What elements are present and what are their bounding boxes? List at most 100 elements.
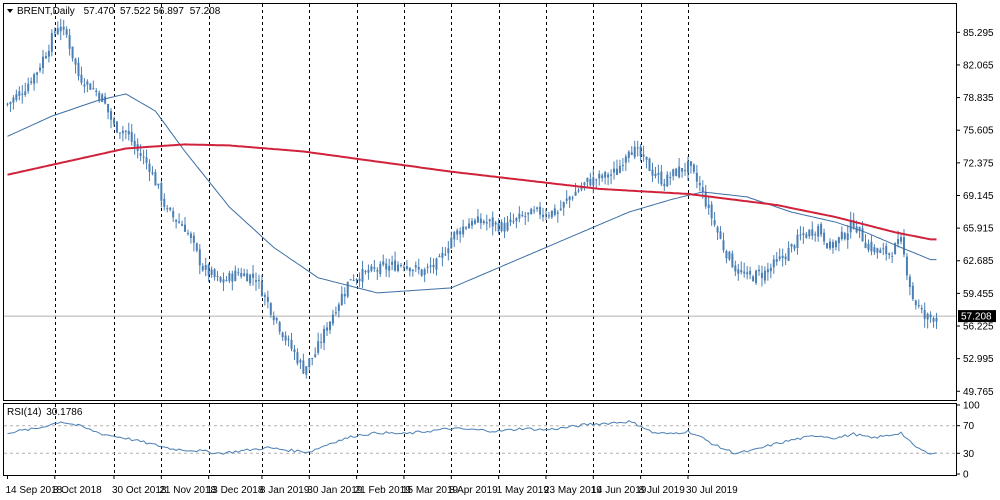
dropdown-triangle-icon[interactable] xyxy=(7,9,13,13)
candle-body xyxy=(725,251,728,259)
candle-body xyxy=(491,217,494,227)
rsi-tick-label: 70 xyxy=(963,421,975,432)
price-axis: 85.295 82.065 78.835 75.605 72.375 69.145 65.9… xyxy=(956,28,996,398)
candle-body xyxy=(142,156,145,158)
candle-body xyxy=(192,235,195,243)
candle-body xyxy=(450,237,453,249)
candle-body xyxy=(361,268,364,282)
candle-body xyxy=(657,172,660,175)
candle-body xyxy=(669,177,672,179)
price-tick-label: 85.295 xyxy=(963,28,994,39)
candle-body xyxy=(686,161,689,173)
candle-body xyxy=(237,272,240,274)
date-tick-label: 14 Jun 2019 xyxy=(591,485,646,496)
candle-body xyxy=(879,249,882,253)
candle-body xyxy=(840,231,843,240)
candle-body xyxy=(459,231,462,235)
candle-body xyxy=(672,169,675,177)
candle-body xyxy=(432,264,435,268)
candle-body xyxy=(734,265,737,272)
candle-body xyxy=(53,31,56,33)
price-tick-label: 49.765 xyxy=(963,387,994,398)
candle-body xyxy=(36,72,39,75)
candle-body xyxy=(402,266,405,268)
candle-body xyxy=(642,154,645,157)
candle-body xyxy=(92,88,95,90)
candle-body xyxy=(213,269,216,278)
candle-body xyxy=(257,279,260,281)
candle-body xyxy=(536,207,539,209)
candle-body xyxy=(710,204,713,219)
candle-body xyxy=(399,265,402,267)
date-tick-label: 8 Jan 2019 xyxy=(260,485,310,496)
candle-body xyxy=(746,272,749,275)
fast-moving-average-line xyxy=(7,93,937,294)
candle-body xyxy=(929,314,932,318)
candle-body xyxy=(740,270,743,273)
candle-body xyxy=(914,300,917,306)
low-value: 56.897 xyxy=(153,6,184,17)
candle-body xyxy=(115,121,118,133)
candle-body xyxy=(284,335,287,341)
candle-body xyxy=(636,147,639,149)
candle-body xyxy=(337,304,340,311)
candle-body xyxy=(769,267,772,272)
candle-body xyxy=(524,216,527,218)
candle-body xyxy=(163,198,166,207)
candle-body xyxy=(104,96,107,104)
candle-body xyxy=(873,247,876,253)
open-value: 57.470 xyxy=(84,6,115,17)
candle-body xyxy=(397,264,400,271)
candle-body xyxy=(201,266,204,271)
candle-body xyxy=(796,234,799,248)
candle-body xyxy=(648,158,651,171)
candle-body xyxy=(760,272,763,279)
candle-body xyxy=(722,240,725,251)
candle-body xyxy=(314,354,317,358)
candle-body xyxy=(112,119,115,124)
candle-body xyxy=(308,358,311,368)
rsi-line xyxy=(7,420,937,455)
close-value: 57.208 xyxy=(190,6,221,17)
candle-body xyxy=(615,168,618,175)
candle-body xyxy=(225,280,228,282)
candle-body xyxy=(334,312,337,314)
candle-body xyxy=(408,267,411,272)
date-tick-label: 23 May 2019 xyxy=(544,485,602,496)
candle-body xyxy=(405,266,408,269)
candle-body xyxy=(343,293,346,297)
candle-body xyxy=(592,177,595,186)
candle-body xyxy=(580,187,583,190)
candle-body xyxy=(675,168,678,176)
candle-body xyxy=(269,303,272,315)
candle-body xyxy=(719,231,722,239)
candle-body xyxy=(240,273,243,277)
candle-body xyxy=(811,229,814,236)
candle-body xyxy=(503,223,506,232)
candle-body xyxy=(870,241,873,252)
candle-body xyxy=(266,296,269,302)
candle-body xyxy=(479,218,482,224)
candle-body xyxy=(820,224,823,235)
candle-body xyxy=(438,256,441,258)
candle-body xyxy=(521,214,524,216)
svg-text:RSI(14) 30.1786: RSI(14) 30.1786 xyxy=(7,407,83,418)
candle-body xyxy=(876,248,879,253)
candle-body xyxy=(186,232,189,234)
candle-body xyxy=(607,174,610,178)
candle-body xyxy=(68,35,71,49)
candle-body xyxy=(83,84,86,87)
price-tick-label: 69.145 xyxy=(963,191,994,202)
candle-body xyxy=(358,278,361,281)
candle-body xyxy=(311,358,314,360)
candle-body xyxy=(781,255,784,259)
candle-body xyxy=(328,321,331,330)
slow-moving-average-line xyxy=(7,143,937,241)
candle-body xyxy=(908,276,911,287)
price-tick-label: 75.605 xyxy=(963,126,994,137)
timeframe-label: Daily xyxy=(53,6,75,17)
candle-body xyxy=(604,172,607,178)
candle-body xyxy=(65,29,68,35)
candle-body xyxy=(684,170,687,172)
candle-body xyxy=(222,279,225,283)
